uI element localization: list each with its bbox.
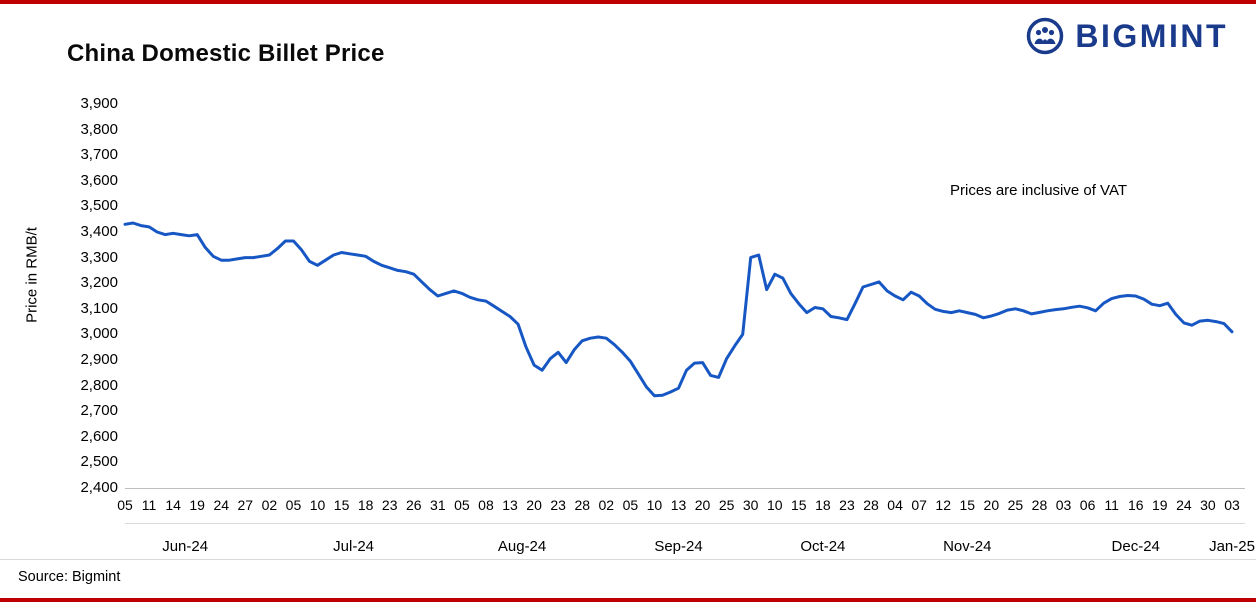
x-tick-label: 28	[574, 497, 591, 513]
y-tick-label: 2,800	[80, 376, 118, 394]
price-series-line	[123, 221, 1234, 398]
x-tick-label: 18	[357, 497, 374, 513]
source-note: Source: Bigmint	[18, 569, 121, 585]
y-tick-label: 3,300	[80, 248, 118, 266]
y-tick-label: 2,500	[80, 453, 118, 471]
top-red-rule	[0, 0, 1256, 4]
y-tick-label: 3,100	[80, 299, 118, 317]
y-tick-label: 3,900	[80, 95, 118, 112]
y-tick-label: 3,200	[80, 274, 118, 292]
x-tick-label: 19	[1152, 497, 1168, 513]
footer-divider	[0, 559, 1256, 560]
month-label: Jun-24	[162, 538, 209, 555]
x-tick-label: 25	[718, 497, 735, 513]
x-tick-label: 23	[550, 497, 566, 513]
month-label: Jul-24	[333, 538, 375, 555]
x-tick-label: 12	[935, 497, 951, 513]
bigmint-logo: BIGMINT	[1025, 16, 1228, 56]
y-tick-label: 3,700	[80, 146, 118, 164]
x-tick-label: 15	[791, 497, 807, 513]
x-tick-label: 10	[766, 497, 783, 513]
month-label: Dec-24	[1111, 538, 1160, 555]
x-tick-label: 13	[670, 497, 687, 513]
x-tick-label: 23	[839, 497, 855, 513]
x-tick-label: 11	[141, 497, 157, 513]
x-tick-label: 19	[189, 497, 205, 513]
month-label: Jan-25	[1209, 538, 1255, 555]
x-tick-label: 30	[1200, 497, 1216, 513]
x-tick-label: 16	[1127, 497, 1144, 513]
bigmint-logo-icon	[1027, 17, 1064, 55]
y-tick-label: 3,800	[80, 120, 118, 138]
x-tick-label: 20	[694, 497, 711, 513]
x-tick-label: 11	[1104, 497, 1119, 513]
bottom-red-rule	[0, 598, 1256, 602]
x-tick-label: 05	[454, 497, 470, 513]
x-tick-label: 03	[1055, 497, 1072, 513]
x-tick-label: 05	[117, 497, 133, 513]
x-axis-line	[125, 488, 1245, 489]
x-tick-label: 24	[1176, 497, 1192, 513]
x-tick-label: 05	[622, 497, 639, 513]
x-tick-label: 20	[526, 497, 542, 513]
y-tick-label: 3,600	[80, 171, 118, 189]
x-tick-label: 27	[237, 497, 254, 513]
month-label: Oct-24	[800, 538, 846, 555]
x-tick-label: 25	[1007, 497, 1024, 513]
x-tick-label: 13	[502, 497, 518, 513]
x-tick-label: 15	[959, 497, 976, 513]
x-tick-label: 10	[646, 497, 663, 513]
x-tick-label: 06	[1079, 497, 1096, 513]
chart-title: China Domestic Billet Price	[67, 40, 385, 67]
y-tick-label: 3,000	[80, 325, 118, 343]
x-tick-label: 30	[742, 497, 759, 513]
x-tick-label: 15	[333, 497, 350, 513]
x-tick-label: 03	[1224, 497, 1240, 513]
x-tick-label: 18	[815, 497, 831, 513]
x-tick-label: 04	[887, 497, 903, 513]
x-tick-label: 05	[285, 497, 302, 513]
y-tick-label: 2,400	[80, 479, 118, 496]
x-tick-label: 14	[165, 497, 181, 513]
x-tick-label: 02	[598, 497, 615, 513]
bigmint-logo-text: BIGMINT	[1075, 17, 1228, 54]
month-label: Aug-24	[497, 538, 547, 555]
x-tick-label: 23	[381, 497, 398, 513]
x-tick-label: 24	[213, 497, 230, 513]
y-tick-label: 2,900	[80, 351, 118, 368]
month-label: Nov-24	[943, 538, 992, 555]
x-tick-label: 02	[261, 497, 278, 513]
month-label: Sep-24	[654, 538, 703, 555]
axis-tier-divider	[125, 523, 1245, 524]
x-tick-label: 26	[405, 497, 422, 513]
y-tick-label: 2,700	[80, 402, 118, 420]
y-tick-label: 3,500	[80, 197, 118, 215]
x-tick-label: 07	[911, 497, 927, 513]
x-tick-label: 28	[863, 497, 879, 513]
y-tick-label: 2,600	[80, 427, 118, 445]
vat-annotation: Prices are inclusive of VAT	[950, 182, 1128, 199]
y-tick-label: 3,400	[80, 223, 118, 240]
x-tick-label: 28	[1031, 497, 1048, 513]
x-tick-label: 31	[430, 497, 446, 513]
x-tick-label: 10	[309, 497, 326, 513]
x-tick-label: 08	[478, 497, 494, 513]
x-tick-label: 20	[983, 497, 1000, 513]
